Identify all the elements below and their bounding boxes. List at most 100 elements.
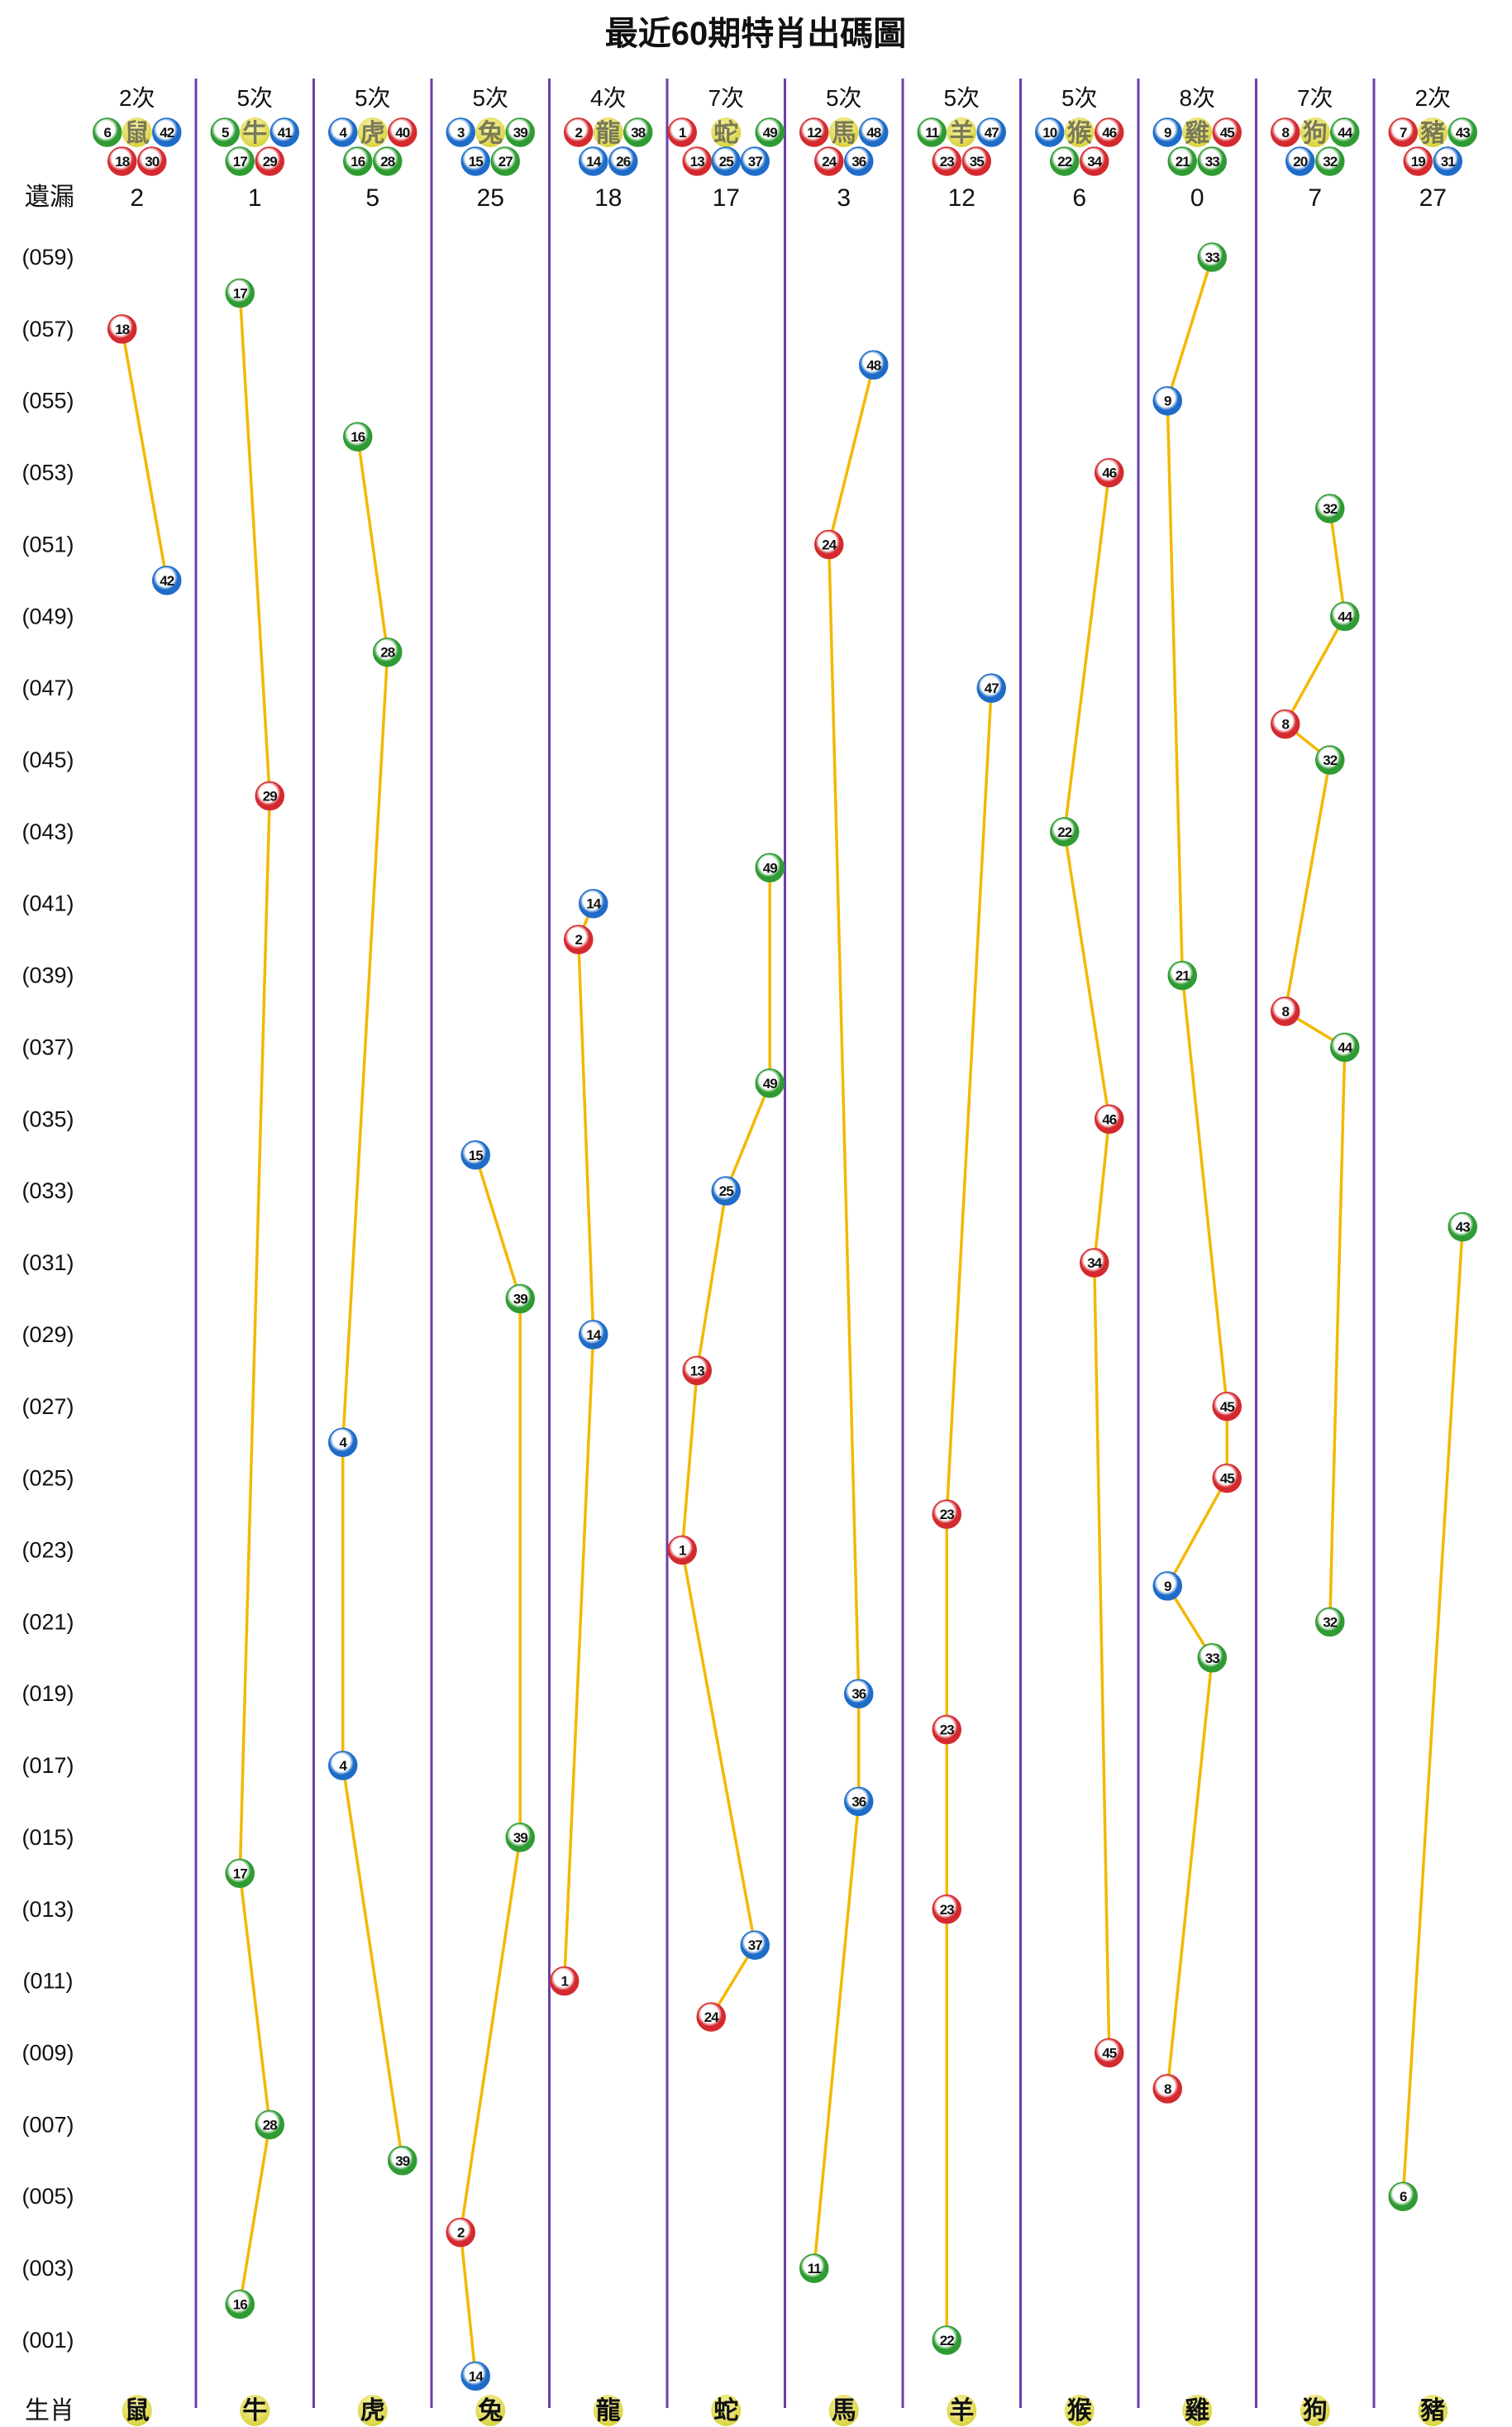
ball-number: 22	[1057, 154, 1071, 170]
missing-count: 3	[837, 184, 851, 212]
connector-line-蛇	[680, 867, 771, 2018]
header-ball: 15	[460, 146, 490, 176]
hit-count: 5次	[943, 85, 980, 111]
period-label: (011)	[22, 1969, 73, 1994]
green-ball-icon	[1315, 1607, 1345, 1637]
zodiac-ball-icon	[122, 2395, 152, 2426]
draw-ball: 23	[932, 1499, 961, 1529]
header-ball: 29	[255, 146, 284, 176]
ball-number: 36	[851, 1686, 866, 1702]
ball-number: 3	[457, 125, 465, 141]
ball-number: 46	[1102, 125, 1116, 141]
green-ball-icon	[373, 146, 403, 176]
ball-number: 32	[1323, 752, 1337, 768]
blue-ball-icon	[740, 1930, 770, 1960]
ball-number: 2	[575, 932, 583, 948]
draw-ball: 9	[1152, 385, 1182, 416]
period-label: (007)	[21, 2112, 74, 2137]
red-ball-icon	[932, 1499, 961, 1529]
header-ball: 14	[579, 146, 608, 176]
ball-number: 29	[263, 788, 277, 804]
green-ball-icon	[1167, 960, 1197, 991]
draw-ball: 28	[373, 637, 403, 667]
draw-ball: 39	[388, 2146, 417, 2176]
ball-number: 39	[513, 125, 527, 141]
period-label: (005)	[21, 2184, 74, 2209]
zodiac-name: 鼠	[125, 120, 150, 147]
zodiac-row-label: 生肖	[25, 2397, 74, 2425]
connector-line-兔	[459, 1154, 522, 2377]
zodiac-footer: 鼠牛虎兔龍蛇馬羊猴雞狗豬	[122, 2395, 1448, 2426]
header-ball: 11	[917, 117, 947, 147]
ball-number: 14	[586, 1327, 601, 1343]
blue-ball-icon	[1152, 117, 1182, 147]
missing-count: 18	[594, 184, 622, 212]
red-ball-icon	[1388, 117, 1418, 147]
period-label: (027)	[21, 1394, 74, 1419]
draw-ball: 33	[1197, 1643, 1227, 1673]
blue-ball-icon	[1152, 1571, 1182, 1601]
green-ball-icon	[343, 422, 373, 451]
ball-number: 1	[561, 1974, 569, 1990]
period-label: (045)	[21, 748, 74, 772]
red-ball-icon	[799, 117, 829, 147]
header-ball: 32	[1315, 146, 1345, 176]
zodiac-badge-icon	[1182, 117, 1213, 147]
draw-ball: 45	[1095, 2038, 1124, 2068]
ball-number: 34	[1087, 154, 1102, 170]
zodiac-name: 猴	[1067, 120, 1092, 147]
ball-number: 9	[1164, 1579, 1171, 1594]
period-label: (055)	[21, 389, 74, 413]
period-label: (059)	[21, 245, 74, 270]
red-ball-icon	[932, 146, 961, 176]
hit-count: 7次	[1297, 85, 1333, 111]
blue-ball-icon	[608, 146, 638, 176]
draw-ball: 49	[755, 853, 785, 883]
red-ball-icon	[1080, 146, 1109, 176]
green-ball-icon	[1330, 601, 1360, 632]
zodiac-name: 豬	[1420, 120, 1445, 147]
ball-number: 43	[1456, 125, 1470, 141]
header-ball: 45	[1212, 117, 1242, 147]
ball-number: 7	[1400, 125, 1407, 141]
period-label: (001)	[21, 2328, 74, 2353]
blue-ball-icon	[579, 888, 608, 919]
header-ball: 3	[446, 117, 475, 147]
ball-number: 39	[513, 1291, 527, 1307]
green-ball-icon	[755, 117, 785, 147]
ball-number: 14	[586, 896, 601, 912]
green-ball-icon	[225, 278, 255, 308]
column-dividers	[194, 79, 1376, 2408]
draw-ball: 46	[1095, 457, 1124, 488]
zodiac-name: 猴	[1067, 2397, 1092, 2425]
zodiac-badge-icon	[357, 117, 388, 147]
zodiac-badge-icon	[122, 117, 152, 147]
blue-ball-icon	[859, 117, 889, 147]
footer-zodiac-10: 狗	[1300, 2395, 1330, 2426]
draw-ball: 1	[667, 1535, 697, 1565]
red-ball-icon	[1271, 996, 1300, 1026]
green-ball-icon	[799, 2253, 829, 2283]
draw-ball: 8	[1152, 2074, 1182, 2104]
ball-number: 4	[340, 125, 348, 141]
ball-number: 2	[457, 2225, 465, 2241]
hit-count: 5次	[826, 85, 862, 111]
ball-number: 16	[233, 2297, 247, 2313]
zodiac-name: 虎	[360, 2397, 385, 2425]
zodiac-ball-icon	[947, 2395, 977, 2426]
ball-number: 37	[748, 154, 762, 170]
green-ball-icon	[1167, 146, 1197, 176]
draw-ball: 17	[225, 278, 255, 308]
period-label: (009)	[21, 2041, 74, 2066]
ball-number: 32	[1323, 501, 1337, 517]
green-ball-icon	[1050, 817, 1080, 847]
missing-count: 7	[1308, 184, 1322, 212]
red-ball-icon	[550, 1966, 580, 1996]
header-ball: 6	[93, 117, 122, 147]
red-ball-icon	[682, 146, 712, 176]
